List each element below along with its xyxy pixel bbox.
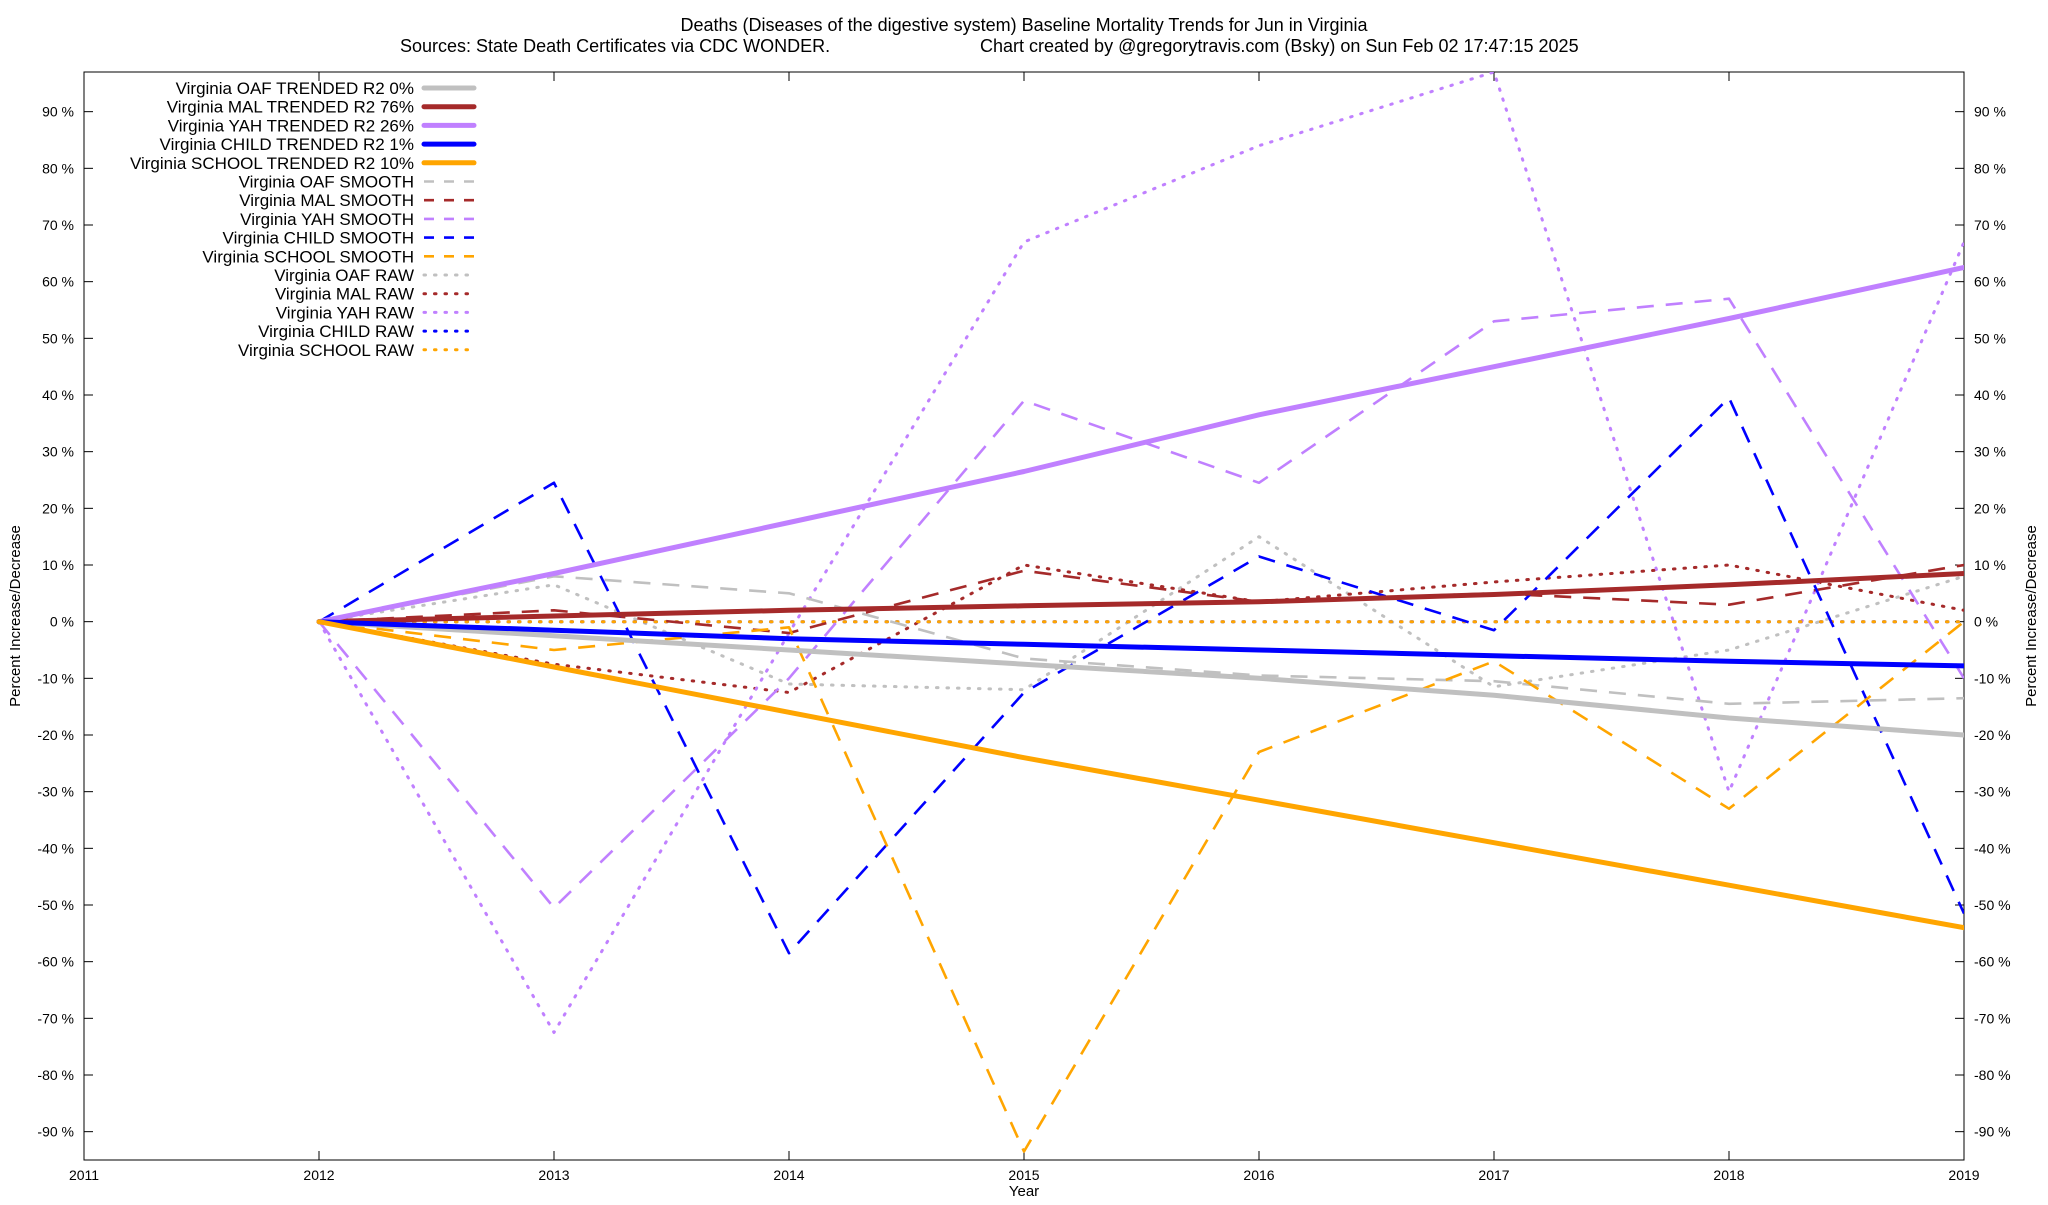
y-tick-label-left: 80 % xyxy=(42,160,74,176)
y-tick-label-right: -20 % xyxy=(1974,727,2011,743)
x-tick-label: 2017 xyxy=(1478,1167,1509,1183)
x-tick-label: 2014 xyxy=(773,1167,804,1183)
chart-title: Deaths (Diseases of the digestive system… xyxy=(681,15,1369,35)
y-tick-label-right: 10 % xyxy=(1974,557,2006,573)
series-layer xyxy=(316,72,1964,1153)
legend-label: Virginia YAH SMOOTH xyxy=(240,210,414,229)
y-tick-label-left: 10 % xyxy=(42,557,74,573)
legend-label: Virginia OAF TRENDED R2 0% xyxy=(176,79,414,98)
series-line-virginia-child-smooth xyxy=(318,396,1964,955)
x-tick-label: 2012 xyxy=(303,1167,334,1183)
y-tick-label-left: -60 % xyxy=(37,954,74,970)
y-tick-label-left: 50 % xyxy=(42,330,74,346)
legend-label: Virginia YAH RAW xyxy=(276,303,414,322)
y-axis-label-left: Percent Increase/Decrease xyxy=(7,525,24,707)
y-tick-label-right: 40 % xyxy=(1974,387,2006,403)
legend-label: Virginia MAL RAW xyxy=(275,285,414,304)
x-axis: 2011 2012 2013 2014 2015 2016 2017 2018 2019 xyxy=(69,72,1980,1183)
y-tick-label-left: 20 % xyxy=(42,500,74,516)
y-tick-label-left: 40 % xyxy=(42,387,74,403)
y-axis-label-right: Percent Increase/Decrease xyxy=(2023,525,2040,707)
legend-label: Virginia SCHOOL SMOOTH xyxy=(202,247,414,266)
series-line-virginia-mal-trended-r2-76 xyxy=(316,571,1964,625)
legend-label: Virginia MAL SMOOTH xyxy=(239,191,414,210)
series-line-virginia-mal-raw xyxy=(317,563,1964,694)
x-tick-label: 2013 xyxy=(538,1167,569,1183)
y-tick-label-right: 70 % xyxy=(1974,217,2006,233)
legend-label: Virginia SCHOOL RAW xyxy=(238,341,414,360)
legend: Virginia OAF TRENDED R2 0%Virginia MAL T… xyxy=(130,79,477,360)
chart-subtitle-source: Sources: State Death Certificates via CD… xyxy=(400,36,830,56)
y-tick-label-right: 50 % xyxy=(1974,330,2006,346)
y-tick-label-right: -80 % xyxy=(1974,1067,2011,1083)
y-tick-label-left: 0 % xyxy=(50,614,74,630)
legend-label: Virginia CHILD RAW xyxy=(258,322,414,341)
y-tick-label-right: 90 % xyxy=(1974,104,2006,120)
y-tick-label-right: 60 % xyxy=(1974,274,2006,290)
y-tick-label-left: -50 % xyxy=(37,897,74,913)
x-axis-label: Year xyxy=(1009,1183,1039,1200)
chart-subtitle-credit: Chart created by @gregorytravis.com (Bsk… xyxy=(980,36,1579,56)
legend-label: Virginia MAL TRENDED R2 76% xyxy=(167,98,414,117)
series-line-virginia-school-smooth xyxy=(318,620,1964,1153)
y-tick-label-left: -80 % xyxy=(37,1067,74,1083)
series-line-virginia-yah-raw xyxy=(317,72,1964,1034)
legend-label: Virginia OAF SMOOTH xyxy=(239,173,414,192)
x-tick-label: 2011 xyxy=(69,1167,99,1183)
y-tick-label-right: -90 % xyxy=(1974,1124,2011,1140)
y-tick-label-left: -70 % xyxy=(37,1010,74,1026)
x-tick-label: 2018 xyxy=(1713,1167,1744,1183)
series-line-virginia-yah-trended-r2-26 xyxy=(316,265,1964,625)
y-tick-label-right: 80 % xyxy=(1974,160,2006,176)
y-tick-label-right: 20 % xyxy=(1974,500,2006,516)
legend-label: Virginia CHILD SMOOTH xyxy=(223,229,414,248)
y-tick-label-left: 30 % xyxy=(42,444,74,460)
y-tick-label-left: -30 % xyxy=(37,784,74,800)
y-tick-label-left: -40 % xyxy=(37,840,74,856)
series-line-virginia-school-trended-r2-10 xyxy=(316,619,1964,931)
y-tick-label-left: -10 % xyxy=(37,670,74,686)
y-tick-label-right: -60 % xyxy=(1974,954,2011,970)
legend-label: Virginia CHILD TRENDED R2 1% xyxy=(160,135,414,154)
y-tick-label-left: -90 % xyxy=(37,1124,74,1140)
x-tick-label: 2019 xyxy=(1948,1167,1979,1183)
x-tick-label: 2015 xyxy=(1008,1167,1039,1183)
legend-label: Virginia YAH TRENDED R2 26% xyxy=(168,116,414,135)
series-line-virginia-child-trended-r2-1 xyxy=(316,619,1964,669)
y-tick-label-left: 70 % xyxy=(42,217,74,233)
y-tick-label-right: -10 % xyxy=(1974,670,2011,686)
y-tick-label-left: 60 % xyxy=(42,274,74,290)
y-axis: 90 % 90 % 80 % 80 % 70 % 70 % 60 % 60 % 50 % 50 %… xyxy=(37,104,2010,1140)
y-tick-label-right: -30 % xyxy=(1974,784,2011,800)
legend-label: Virginia OAF RAW xyxy=(274,266,414,285)
y-tick-label-left: -20 % xyxy=(37,727,74,743)
y-tick-label-right: 0 % xyxy=(1974,614,1998,630)
series-line-virginia-oaf-smooth xyxy=(318,574,1964,706)
y-tick-label-right: -70 % xyxy=(1974,1010,2011,1026)
y-tick-label-left: 90 % xyxy=(42,104,74,120)
y-tick-label-right: -50 % xyxy=(1974,897,2011,913)
y-tick-label-right: 30 % xyxy=(1974,444,2006,460)
legend-label: Virginia SCHOOL TRENDED R2 10% xyxy=(130,154,414,173)
y-tick-label-right: -40 % xyxy=(1974,840,2011,856)
series-line-virginia-oaf-trended-r2-0 xyxy=(316,619,1964,738)
x-tick-label: 2016 xyxy=(1243,1167,1274,1183)
